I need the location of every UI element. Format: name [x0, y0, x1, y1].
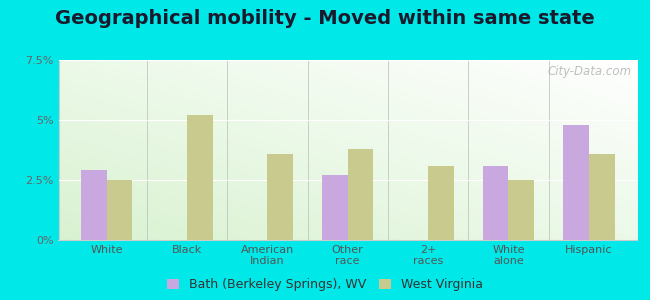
Bar [508, 180, 534, 240]
Text: City-Data.com: City-Data.com [547, 65, 631, 78]
Bar [589, 154, 614, 240]
Bar [428, 166, 454, 240]
Text: Geographical mobility - Moved within same state: Geographical mobility - Moved within sam… [55, 9, 595, 28]
Bar [483, 166, 508, 240]
Bar [107, 180, 133, 240]
Legend: Bath (Berkeley Springs), WV, West Virginia: Bath (Berkeley Springs), WV, West Virgin… [164, 276, 486, 294]
Bar [267, 154, 293, 240]
Bar [563, 125, 589, 240]
Bar [322, 175, 348, 240]
Bar [348, 149, 374, 240]
Bar [187, 115, 213, 240]
Bar [81, 170, 107, 240]
